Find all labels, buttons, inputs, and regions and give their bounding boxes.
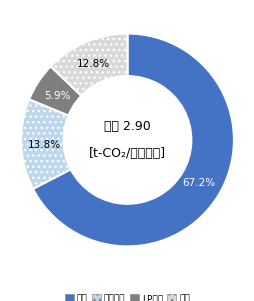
Text: 5.9%: 5.9% bbox=[44, 91, 70, 101]
Legend: 電気, 都市ガス, LPガス, 灯油: 電気, 都市ガス, LPガス, 灯油 bbox=[61, 290, 193, 301]
Wedge shape bbox=[21, 99, 71, 189]
Text: 12.8%: 12.8% bbox=[77, 59, 110, 69]
Wedge shape bbox=[29, 66, 81, 116]
Text: 67.2%: 67.2% bbox=[181, 178, 214, 188]
Text: 合計 2.90: 合計 2.90 bbox=[104, 119, 150, 133]
Text: 13.8%: 13.8% bbox=[28, 140, 61, 150]
Wedge shape bbox=[51, 33, 127, 96]
Wedge shape bbox=[33, 33, 233, 247]
Text: [t-CO₂/世帯・年]: [t-CO₂/世帯・年] bbox=[89, 147, 165, 160]
